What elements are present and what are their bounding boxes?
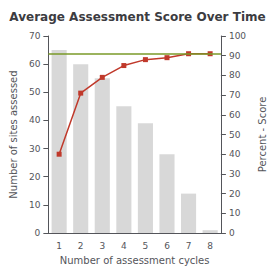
- svg-text:60: 60: [229, 110, 241, 120]
- svg-text:7: 7: [186, 241, 192, 251]
- svg-text:Number of assessment cycles: Number of assessment cycles: [60, 255, 210, 266]
- svg-text:90: 90: [229, 51, 241, 61]
- svg-text:50: 50: [229, 130, 241, 140]
- svg-text:Average Assessment Score Over: Average Assessment Score Over Time: [9, 10, 265, 24]
- svg-text:0: 0: [229, 228, 235, 238]
- svg-text:50: 50: [29, 87, 41, 97]
- svg-text:5: 5: [143, 241, 149, 251]
- svg-text:60: 60: [29, 59, 41, 69]
- svg-text:10: 10: [29, 200, 41, 210]
- svg-text:70: 70: [29, 31, 41, 41]
- svg-text:100: 100: [229, 31, 246, 41]
- svg-text:80: 80: [229, 70, 241, 80]
- svg-text:Percent - Score: Percent - Score: [257, 97, 268, 173]
- svg-text:8: 8: [207, 241, 213, 251]
- svg-text:6: 6: [164, 241, 170, 251]
- svg-text:40: 40: [229, 149, 241, 159]
- svg-text:3: 3: [99, 241, 105, 251]
- svg-text:40: 40: [29, 115, 41, 125]
- svg-text:10: 10: [229, 208, 241, 218]
- svg-text:70: 70: [229, 90, 241, 100]
- svg-text:2: 2: [78, 241, 84, 251]
- svg-text:20: 20: [229, 189, 241, 199]
- svg-text:Number of sites assessed: Number of sites assessed: [8, 70, 19, 198]
- svg-text:1: 1: [56, 241, 62, 251]
- svg-text:20: 20: [29, 172, 41, 182]
- svg-text:30: 30: [229, 169, 241, 179]
- svg-text:30: 30: [29, 144, 41, 154]
- svg-text:0: 0: [35, 228, 41, 238]
- svg-text:4: 4: [121, 241, 127, 251]
